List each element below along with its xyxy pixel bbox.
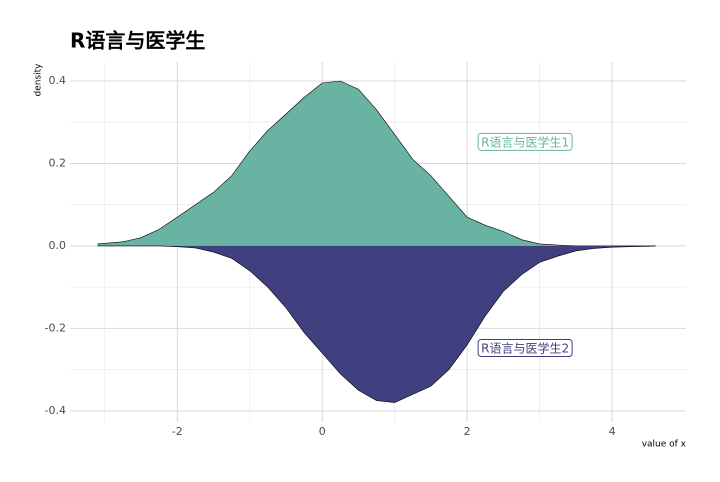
labels: -2 0 2 4 -0.4 -0.2 0.0 0.2 0.4 R语言与医学生1 R语言与医学生2 bbox=[45, 74, 616, 438]
y-tick-label: 0.4 bbox=[49, 74, 67, 87]
chart-title: R语言与医学生 bbox=[70, 29, 205, 53]
area-outline bbox=[97, 245, 656, 403]
annotation: R语言与医学生2 bbox=[477, 339, 573, 358]
y-axis-title: density bbox=[34, 63, 44, 97]
marks bbox=[97, 80, 656, 403]
area-outline bbox=[97, 80, 656, 247]
y-tick-label: 0.2 bbox=[49, 156, 67, 169]
annotation-box bbox=[477, 132, 573, 151]
x-tick-label: -2 bbox=[172, 425, 183, 438]
y-tick-label: -0.4 bbox=[45, 404, 66, 417]
y-tick-label: 0.0 bbox=[49, 239, 67, 252]
x-axis-title: value of x bbox=[642, 440, 687, 450]
annotation-label: R语言与医学生1 bbox=[481, 134, 569, 149]
area bbox=[97, 81, 656, 246]
annotation-label: R语言与医学生2 bbox=[481, 341, 569, 356]
y-tick-label: -0.2 bbox=[45, 321, 66, 334]
x-tick-label: 0 bbox=[319, 425, 326, 438]
area bbox=[97, 245, 656, 403]
x-tick-label: 2 bbox=[464, 425, 471, 438]
annotation-box bbox=[477, 339, 573, 358]
x-tick-label: 4 bbox=[609, 425, 616, 438]
annotation: R语言与医学生1 bbox=[477, 132, 573, 151]
